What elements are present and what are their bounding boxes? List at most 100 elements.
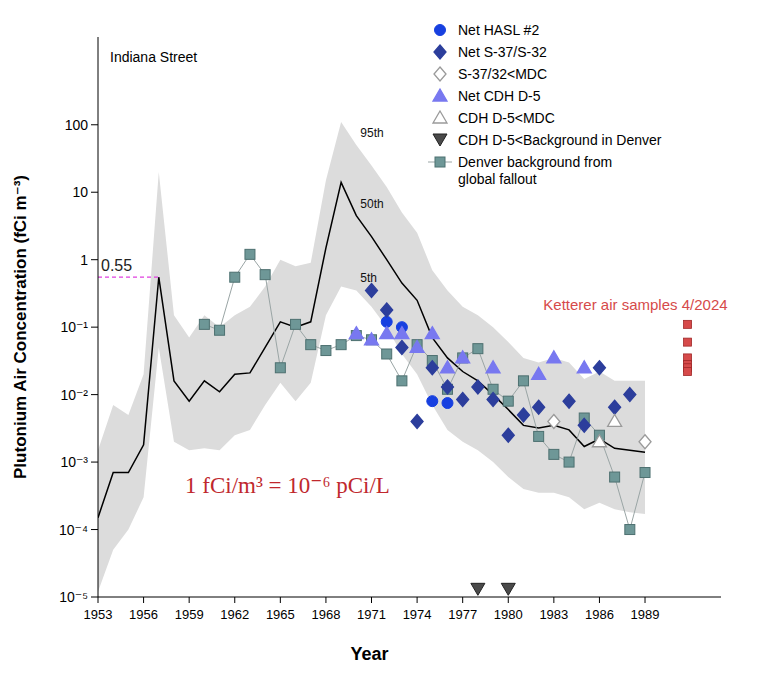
x-tick-label: 1959 — [175, 607, 204, 622]
median-line — [98, 182, 645, 517]
data-point — [336, 340, 346, 350]
data-point — [533, 400, 545, 414]
legend-marker — [434, 67, 446, 81]
data-point — [563, 394, 575, 408]
x-tick-label: 1956 — [129, 607, 158, 622]
legend-marker — [433, 111, 447, 123]
chart: Ketterer air samples 4/20240.551 fCi/m³ … — [0, 0, 768, 680]
legend-label: Net S-37/S-32 — [458, 44, 547, 60]
data-point — [230, 272, 240, 282]
data-point — [473, 344, 483, 354]
data-point — [427, 396, 438, 407]
legend-marker — [434, 45, 446, 59]
data-point — [349, 327, 363, 339]
y-tick-label: 100 — [65, 117, 89, 133]
y-tick — [91, 124, 98, 125]
x-tick — [234, 597, 235, 603]
data-point — [275, 363, 285, 373]
x-tick — [371, 597, 372, 603]
x-tick — [645, 597, 646, 603]
x-tick-label: 1977 — [448, 607, 477, 622]
y-tick-label: 10⁻⁴ — [59, 522, 88, 538]
data-point — [321, 346, 331, 356]
data-point — [639, 435, 651, 449]
data-point — [532, 367, 546, 379]
legend-label-line: Denver background from — [458, 154, 616, 170]
y-axis-label: Plutonium Air Concentration (fCi m⁻³) — [11, 175, 30, 479]
annotation: 1 fCi/m³ = 10⁻⁶ pCi/L — [185, 473, 390, 498]
y-tick — [91, 529, 98, 530]
extra-point — [684, 320, 692, 328]
data-point — [487, 392, 499, 406]
x-tick — [462, 597, 463, 603]
data-point — [291, 319, 301, 329]
legend-marker — [435, 157, 445, 167]
data-point — [577, 361, 591, 373]
x-tick — [553, 597, 554, 603]
legend-label: CDH D-5<MDC — [458, 110, 555, 126]
data-point — [426, 361, 438, 375]
extra-point — [684, 338, 692, 346]
data-point — [502, 428, 514, 442]
plot-area — [98, 122, 692, 595]
data-point — [410, 340, 424, 352]
legend-label: Net HASL #2 — [458, 22, 539, 38]
x-tick-label: 1974 — [403, 607, 432, 622]
data-point — [396, 340, 408, 354]
legend-label-line: global fallout — [458, 171, 537, 187]
data-point — [564, 457, 574, 467]
chart-title: Indiana Street — [110, 49, 197, 65]
percentile-band — [98, 122, 645, 592]
x-tick — [280, 597, 281, 603]
y-tick — [91, 259, 98, 260]
data-point — [397, 376, 407, 386]
legend-label: Denver background from global fallout — [458, 154, 616, 187]
legend-label-line: CDH D-5<Background in Denver — [458, 132, 662, 148]
y-tick-label: 10 — [72, 184, 88, 200]
legend-label-line: CDH D-5<MDC — [458, 110, 555, 126]
legend-marker — [435, 25, 446, 36]
legend-label: CDH D-5<Background in Denver — [458, 132, 662, 148]
legend-label-line: Net HASL #2 — [458, 22, 539, 38]
x-tick-label: 1962 — [220, 607, 249, 622]
legend-marker — [433, 89, 447, 101]
data-point — [199, 319, 209, 329]
data-point — [501, 583, 515, 595]
data-point — [640, 468, 650, 478]
y-tick — [91, 192, 98, 193]
x-tick-label: 1986 — [585, 607, 614, 622]
x-tick — [325, 597, 326, 603]
data-point — [260, 270, 270, 280]
x-tick-label: 1989 — [631, 607, 660, 622]
x-tick-label: 1983 — [539, 607, 568, 622]
data-point — [306, 340, 316, 350]
data-point — [425, 327, 439, 339]
y-tick — [91, 394, 98, 395]
data-point — [548, 414, 560, 428]
data-point — [625, 525, 635, 535]
data-point — [411, 414, 423, 428]
legend-label-line: Net CDH D-5 — [458, 88, 541, 104]
reference-line — [98, 277, 159, 278]
x-tick — [599, 597, 600, 603]
legend-label-line: Net S-37/S-32 — [458, 44, 547, 60]
x-tick-label: 1968 — [311, 607, 340, 622]
data-point — [608, 414, 622, 426]
band-label: 5th — [360, 271, 377, 285]
band-label: 50th — [360, 197, 383, 211]
data-point — [442, 398, 453, 409]
extra-point — [684, 368, 692, 376]
data-point — [624, 388, 636, 402]
data-point — [215, 325, 225, 335]
data-point — [517, 408, 529, 422]
data-point — [382, 349, 392, 359]
x-tick-label: 1965 — [266, 607, 295, 622]
data-point — [592, 435, 606, 447]
legend-label: S-37/32<MDC — [458, 66, 547, 82]
x-tick-label: 1953 — [84, 607, 113, 622]
legend-label-line: S-37/32<MDC — [458, 66, 547, 82]
y-tick-label: 10⁻⁵ — [59, 589, 88, 605]
y-tick-label: 10⁻² — [60, 387, 88, 403]
x-tick — [98, 597, 99, 603]
data-point — [380, 327, 394, 339]
